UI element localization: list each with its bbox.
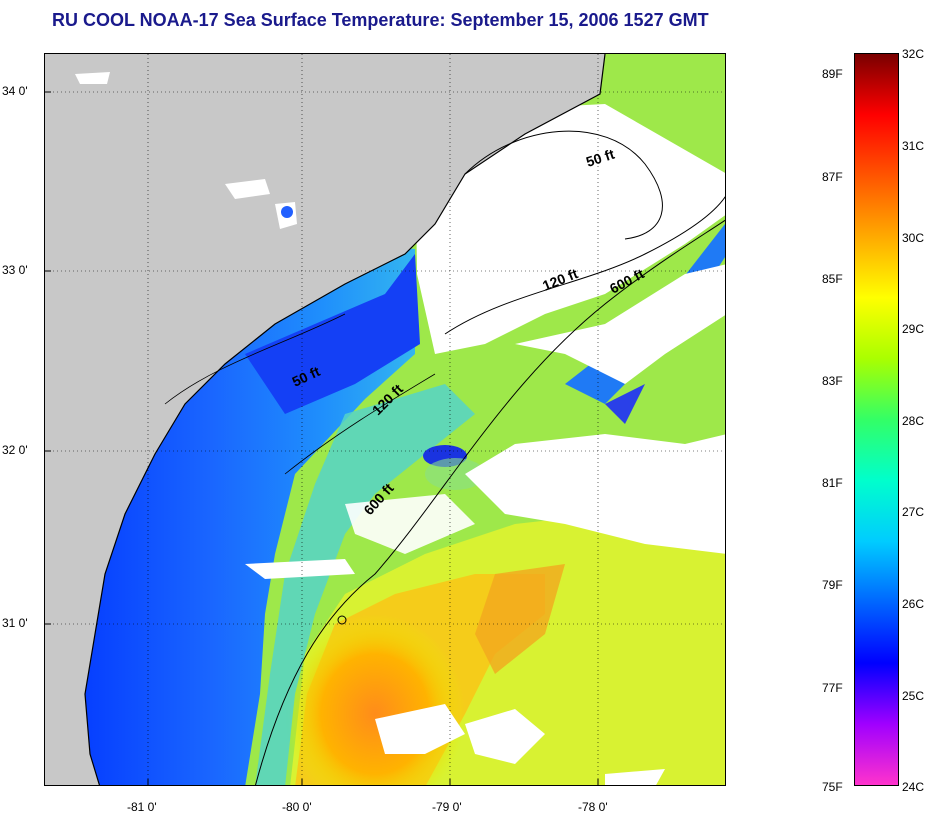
cloud-patch-south2 — [465, 709, 545, 764]
cb-c-24: 24C — [902, 780, 925, 794]
cb-c-29: 29C — [902, 322, 925, 336]
land-mass — [45, 54, 605, 785]
cloud-west — [345, 494, 475, 554]
lon-label-81: -81 0' — [127, 800, 157, 814]
cb-f-79: 79F — [822, 578, 843, 592]
cloud-north — [415, 104, 725, 354]
lat-label-34: 34 0' — [2, 84, 28, 98]
cb-c-27: 27C — [902, 505, 925, 519]
ne-blue-patch — [605, 384, 645, 424]
cb-c-30: 30C — [902, 231, 925, 245]
eddy-rim — [425, 458, 485, 490]
mid-shelf-water — [255, 384, 475, 785]
cloud-patch-bottom — [605, 769, 665, 785]
cb-c-25: 25C — [902, 689, 925, 703]
cb-f-83: 83F — [822, 374, 843, 388]
cb-f-75: 75F — [822, 780, 843, 794]
sst-map-canvas: 50 ft 120 ft 600 ft 50 ft 120 ft 600 ft — [45, 54, 725, 785]
lat-label-31: 31 0' — [2, 616, 28, 630]
contour-50ft-south — [164, 313, 346, 405]
cb-f-87: 87F — [822, 170, 843, 184]
cb-f-81: 81F — [822, 476, 843, 490]
cloud-patch-south — [375, 704, 465, 754]
cb-f-85: 85F — [822, 272, 843, 286]
inland-lake-water — [281, 206, 293, 218]
inland-lake-3 — [75, 72, 110, 84]
lon-label-78: -78 0' — [578, 800, 608, 814]
warm-filament — [475, 564, 565, 674]
contour-120ft-north — [444, 196, 725, 335]
lat-label-33: 33 0' — [2, 263, 28, 277]
lon-label-80: -80 0' — [282, 800, 312, 814]
lon-label-79: -79 0' — [432, 800, 462, 814]
cloud-center — [465, 434, 725, 554]
temperature-colorbar — [854, 53, 899, 786]
sst-map: 50 ft 120 ft 600 ft 50 ft 120 ft 600 ft — [44, 53, 726, 786]
cb-f-77: 77F — [822, 681, 843, 695]
contour-50ft-north — [464, 130, 663, 240]
cloud-streak — [245, 559, 355, 579]
northern-cold-water — [245, 254, 420, 414]
cb-c-26: 26C — [902, 597, 925, 611]
cb-c-32: 32C — [902, 47, 925, 61]
lat-label-32: 32 0' — [2, 443, 28, 457]
contour-120ft-south — [284, 373, 436, 475]
cb-c-31: 31C — [902, 139, 925, 153]
graticule — [45, 54, 725, 785]
frame-ticks — [45, 91, 599, 785]
inland-lake-1 — [225, 179, 270, 199]
cloud-ne — [515, 264, 725, 384]
cb-c-28: 28C — [902, 414, 925, 428]
buoy-marker — [337, 615, 347, 625]
map-title: RU COOL NOAA-17 Sea Surface Temperature:… — [52, 10, 709, 30]
cb-f-89: 89F — [822, 67, 843, 81]
coastline — [84, 54, 606, 785]
contour-600ft — [255, 219, 725, 785]
